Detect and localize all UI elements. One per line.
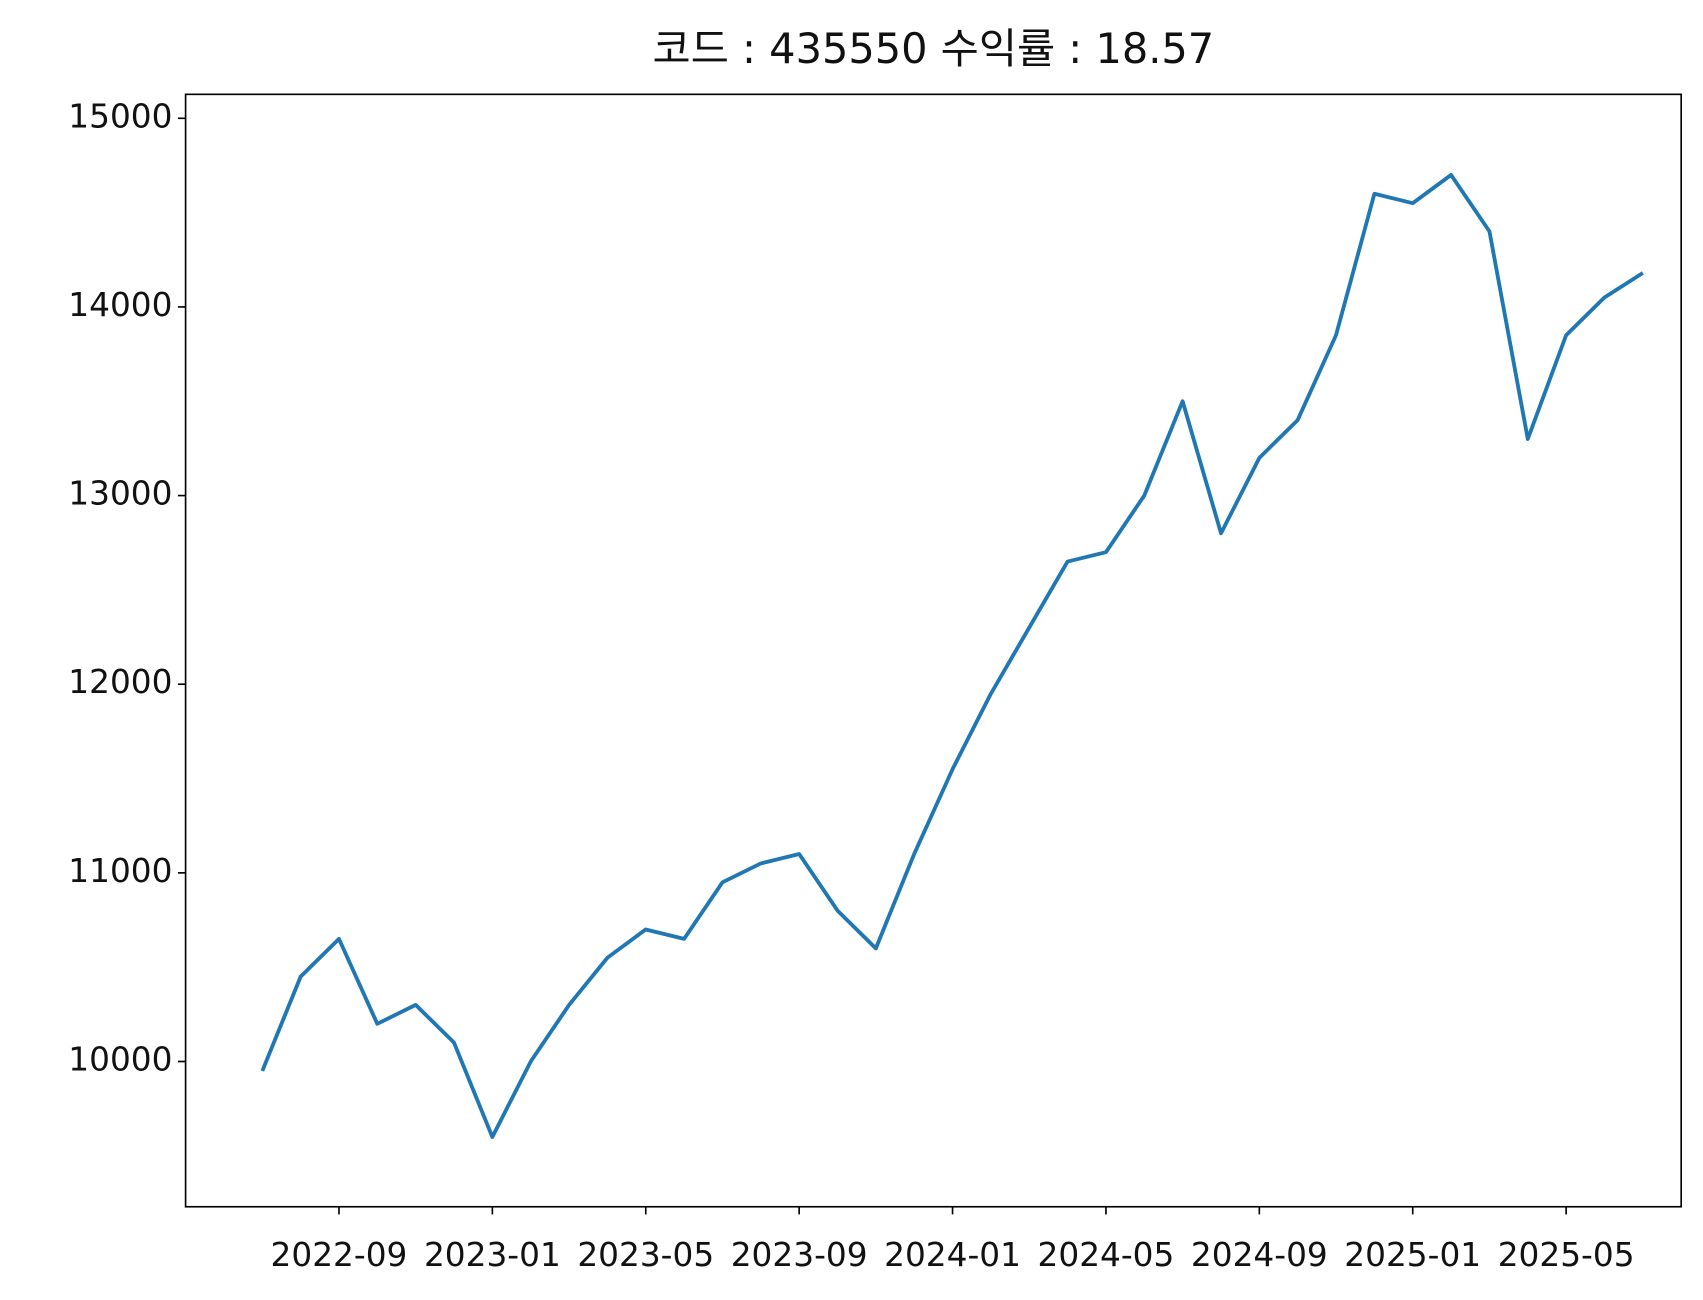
x-tick-label: 2023-09 — [731, 1236, 868, 1274]
x-tick-label: 2024-05 — [1038, 1236, 1175, 1274]
y-tick-label: 10000 — [68, 1040, 172, 1078]
plot-frame — [184, 93, 1682, 1208]
x-tick-label: 2025-05 — [1498, 1236, 1635, 1274]
x-tick-label: 2022-09 — [271, 1236, 408, 1274]
y-tick-label: 12000 — [68, 663, 172, 701]
x-tick-label: 2025-01 — [1344, 1236, 1481, 1274]
x-tick-label: 2023-05 — [577, 1236, 714, 1274]
y-tick-label: 11000 — [68, 852, 172, 890]
y-tick-label: 15000 — [68, 97, 172, 135]
x-tick-label: 2023-01 — [424, 1236, 561, 1274]
chart-title: 코드 : 435550 수익률 : 18.57 — [653, 24, 1215, 73]
x-tick-label: 2024-01 — [884, 1236, 1021, 1274]
y-tick-label: 14000 — [68, 286, 172, 324]
x-tick-label: 2024-09 — [1191, 1236, 1328, 1274]
y-tick-label: 13000 — [68, 475, 172, 513]
line-series — [260, 172, 1644, 1139]
